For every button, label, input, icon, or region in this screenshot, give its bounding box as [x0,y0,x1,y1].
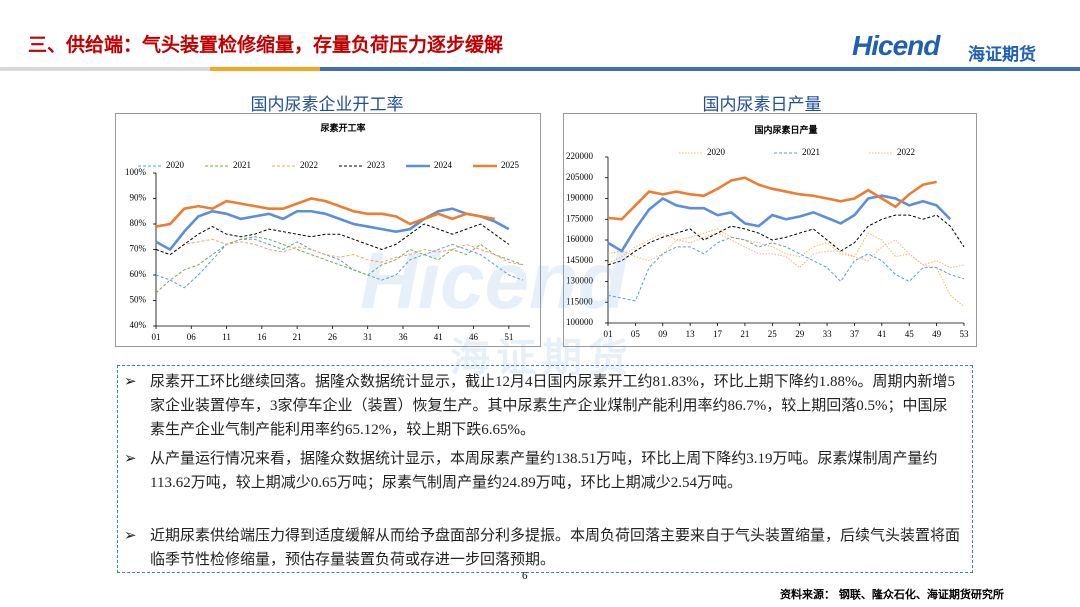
bullet: ➢ 近期尿素供给端压力得到适度缓解从而给予盘面部分利多提振。本周负荷回落主要来自于… [124,524,960,572]
bullet-marker: ➢ [124,528,137,544]
logo-name: 海证期货 [968,45,1036,65]
legend-label: 2022 [897,147,915,157]
chart-frame: 国内尿素日产量 100000 115000 130000 145000 160000 175… [563,113,977,347]
watermark: Hicend [360,236,627,325]
x-tick-label: 37 [850,329,860,339]
chart-title: 尿素开工率 [320,122,365,133]
y-tick-label: 60% [130,269,147,279]
x-tick-label: 31 [363,332,372,342]
y-tick-label: 190000 [566,193,594,203]
y-tick-label: 50% [130,295,147,305]
x-tick-label: 11 [222,332,231,342]
x-tick-label: 17 [713,329,723,339]
x-tick-label: 13 [686,329,696,339]
y-tick-label: 80% [130,218,147,228]
chart: 国内尿素日产量100000115000130000145000160000175… [566,124,970,339]
series-line [607,194,952,253]
x-tick-label: 29 [795,329,805,339]
y-tick-label: 70% [130,244,147,254]
chart: 尿素开工率 40% 50% 60% 70% 80% 90% 100% 01 06 11 16 21 26 3… [125,122,530,342]
slide-title: 三、供给端：气头装置检修缩量，存量负荷压力逐步缓解 [28,34,504,56]
bullet-marker: ➢ [124,374,137,390]
x-tick-label: 09 [658,329,668,339]
y-tick-label: 100000 [566,317,594,327]
stripe [320,67,1080,71]
x-tick-label: 33 [823,329,833,339]
legend-label: 2025 [501,160,520,170]
bullet: ➢ 尿素开工环比继续回落。据隆众数据统计显示，截止12月4日国内尿素开工约81.8… [124,370,960,442]
legend-label: 2022 [300,160,318,170]
chart-title: 国内尿素日产量 [754,124,817,135]
notes-box: ➢ 尿素开工环比继续回落。据隆众数据统计显示，截止12月4日国内尿素开工约81.8… [117,365,973,573]
legend-label: 2021 [802,147,820,157]
bullet-text: 近期尿素供给端压力得到适度缓解从而给予盘面部分利多提振。本周负荷回落主要来自于气… [150,528,961,568]
x-tick-label: 25 [768,329,778,339]
page-number: 6 [522,570,528,582]
series-line [155,223,510,256]
series-line [607,214,965,266]
x-tick-label: 46 [469,332,479,342]
y-tick-label: 90% [130,193,147,203]
series-line [607,176,937,221]
series-line [155,207,510,252]
series-line [607,232,965,269]
chart-frame: 尿素开工率 40% 50% 60% 70% 80% 90% 100% 01 06 11 16 21 26 3… [115,113,541,347]
stripe [210,67,320,71]
legend-label: 2023 [367,160,386,170]
legend-label: 2020 [166,160,185,170]
x-tick-label: 41 [434,332,443,342]
y-tick-label: 175000 [566,213,594,223]
x-tick-label: 06 [187,332,197,342]
chart-heading: 国内尿素企业开工率 [250,95,404,114]
bullet: ➢ 从产量运行情况来看，据隆众数据统计显示，本周尿素产量约138.51万吨，环比上… [124,447,960,495]
y-tick-label: 220000 [566,151,594,161]
bullet-text: 尿素开工环比继续回落。据隆众数据统计显示，截止12月4日国内尿素开工约81.83… [150,374,955,438]
stripe [0,67,210,71]
x-tick-label: 49 [932,329,942,339]
bullet-text: 从产量运行情况来看，据隆众数据统计显示，本周尿素产量约138.51万吨，环比上周… [150,451,938,491]
legend-label: 2021 [233,160,251,170]
chart-heading: 国内尿素日产量 [702,95,822,114]
x-tick-label: 01 [152,332,161,342]
y-tick-label: 100% [125,167,147,177]
x-tick-label: 41 [877,329,886,339]
x-tick-label: 45 [905,329,915,339]
x-tick-label: 53 [960,329,970,339]
y-tick-label: 115000 [566,296,593,306]
source-note: 资料来源： 钢联、隆众石化、海证期货研究所 [780,588,1004,601]
bullet-marker: ➢ [124,451,137,467]
y-tick-label: 40% [130,320,147,330]
series-line [155,236,524,294]
x-tick-label: 26 [328,332,338,342]
x-tick-label: 51 [504,332,513,342]
y-tick-label: 145000 [566,255,594,265]
legend-label: 2020 [707,147,726,157]
x-tick-label: 21 [740,329,749,339]
x-tick-label: 01 [604,329,613,339]
x-tick-label: 05 [631,329,641,339]
series-line [155,197,495,228]
series-line [155,238,524,289]
legend-label: 2024 [434,160,453,170]
watermark: 海证期货 [450,335,634,381]
y-tick-label: 160000 [566,234,594,244]
x-tick-label: 36 [398,332,408,342]
series-line [607,236,965,302]
x-tick-label: 21 [293,332,302,342]
series-line [155,238,524,266]
logo-brand: Hicend [852,30,940,61]
series-line [607,228,965,307]
y-tick-label: 205000 [566,172,594,182]
x-tick-label: 16 [257,332,267,342]
y-tick-label: 130000 [566,276,594,286]
